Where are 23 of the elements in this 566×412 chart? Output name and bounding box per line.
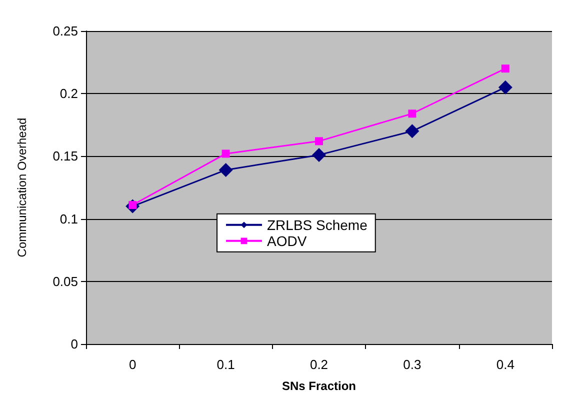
legend-label: ZRLBS Scheme — [267, 216, 368, 233]
point — [501, 64, 510, 73]
x-tick-label: 0.3 — [403, 357, 422, 372]
y-tick-label: 0.25 — [52, 24, 78, 38]
point — [222, 150, 230, 158]
x-tick-label: 0.2 — [310, 357, 328, 372]
point — [312, 148, 326, 162]
point — [218, 162, 233, 177]
y-tick-label: 0.15 — [52, 148, 78, 164]
y-tick-label: 0.05 — [52, 274, 78, 289]
y-tick-label: 0.2 — [60, 86, 78, 102]
x-axis-title: SNs Fraction — [282, 379, 356, 393]
x-tick-label: 0.4 — [496, 357, 514, 372]
y-tick-label: 0.1 — [60, 211, 78, 226]
y-axis-title: Communication Overhead — [15, 118, 29, 258]
legend-label: AODV — [267, 232, 308, 249]
point — [408, 110, 416, 118]
x-tick-label: 0 — [128, 357, 136, 372]
point — [315, 137, 323, 146]
y-tick-label: 0 — [70, 336, 78, 352]
x-tick-label: 0.1 — [216, 357, 235, 372]
point — [405, 124, 420, 138]
point — [498, 80, 512, 94]
